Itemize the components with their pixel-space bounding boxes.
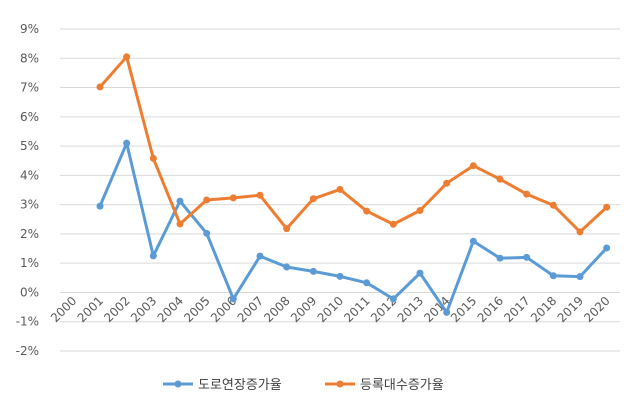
- legend-label-0: 도로연장증가율: [198, 378, 282, 393]
- x-tick-label: 2010: [315, 294, 346, 325]
- data-point: [389, 295, 397, 303]
- data-point: [336, 272, 344, 280]
- data-point: [576, 273, 584, 281]
- x-tick-label: 2016: [475, 294, 506, 325]
- y-axis-tick-labels: -2% -1% 0% 1% 2% 3% 4% 5% 6% 7% 8% 9%: [16, 22, 39, 358]
- x-tick-label: 2005: [181, 294, 212, 325]
- data-point: [123, 53, 131, 61]
- data-point: [149, 154, 157, 162]
- x-tick-label: 2008: [261, 294, 292, 325]
- data-point: [203, 196, 211, 204]
- data-point: [523, 253, 531, 261]
- x-tick-label: 2007: [235, 294, 266, 325]
- data-point: [309, 195, 317, 203]
- legend-swatch-marker-0: [174, 380, 182, 388]
- data-point: [229, 194, 237, 202]
- legend-item-series-0: 도로연장증가율: [163, 378, 282, 393]
- data-point: [469, 237, 477, 245]
- data-point: [203, 229, 211, 237]
- data-point: [363, 279, 371, 287]
- data-point: [416, 269, 424, 277]
- data-point: [443, 308, 451, 316]
- data-point: [283, 225, 291, 233]
- y-tick-label: -1%: [16, 315, 39, 329]
- data-point: [176, 197, 184, 205]
- data-point: [256, 252, 264, 260]
- x-tick-label: 2017: [501, 294, 532, 325]
- data-point: [309, 267, 317, 275]
- x-tick-label: 2001: [75, 294, 106, 325]
- data-point: [576, 228, 584, 236]
- data-point: [176, 220, 184, 228]
- x-tick-label: 2003: [128, 294, 159, 325]
- data-point: [283, 263, 291, 271]
- legend: 도로연장증가율 등록대수증가율: [163, 378, 444, 393]
- y-tick-label: 4%: [20, 168, 39, 182]
- data-point: [229, 295, 237, 303]
- x-tick-label: 2018: [528, 294, 559, 325]
- data-point: [256, 191, 264, 199]
- data-point: [96, 83, 104, 91]
- data-point: [443, 179, 451, 187]
- data-point: [496, 175, 504, 183]
- x-axis-tick-labels: 2000200120022003200420052006200720082009…: [48, 294, 613, 325]
- data-point: [363, 207, 371, 215]
- x-tick-label: 2009: [288, 294, 319, 325]
- legend-item-series-1: 등록대수증가율: [325, 378, 444, 393]
- series-1: [96, 53, 611, 236]
- x-tick-label: 2004: [155, 294, 186, 325]
- y-tick-label: 9%: [20, 22, 39, 36]
- y-tick-label: 7%: [20, 81, 39, 95]
- data-point: [603, 244, 611, 252]
- legend-label-1: 등록대수증가율: [360, 378, 444, 393]
- data-point: [123, 139, 131, 147]
- x-tick-label: 2019: [555, 294, 586, 325]
- y-tick-label: 2%: [20, 227, 39, 241]
- x-tick-label: 2011: [341, 294, 372, 325]
- data-point: [416, 206, 424, 214]
- data-point: [603, 203, 611, 211]
- y-tick-label: 0%: [20, 285, 39, 299]
- y-tick-label: 5%: [20, 139, 39, 153]
- x-tick-label: 2002: [101, 294, 132, 325]
- series-0: [96, 139, 611, 316]
- legend-swatch-marker-1: [336, 380, 344, 388]
- gridlines: [60, 28, 620, 352]
- data-point: [523, 190, 531, 198]
- y-tick-label: 1%: [20, 256, 39, 270]
- data-point: [469, 162, 477, 170]
- data-point: [549, 201, 557, 209]
- data-point: [549, 272, 557, 280]
- x-tick-label: 2013: [395, 294, 426, 325]
- y-tick-label: -2%: [16, 344, 39, 358]
- y-tick-label: 8%: [20, 51, 39, 65]
- y-tick-label: 3%: [20, 198, 39, 212]
- data-point: [496, 254, 504, 262]
- data-point: [149, 252, 157, 260]
- series-line-1: [98, 55, 609, 234]
- data-point: [389, 220, 397, 228]
- data-point: [96, 202, 104, 210]
- y-tick-label: 6%: [20, 110, 39, 124]
- x-tick-label: 2000: [48, 294, 79, 325]
- series-line-0: [98, 141, 609, 314]
- data-point: [336, 185, 344, 193]
- series-layer: [96, 53, 611, 316]
- x-tick-label: 2020: [581, 294, 612, 325]
